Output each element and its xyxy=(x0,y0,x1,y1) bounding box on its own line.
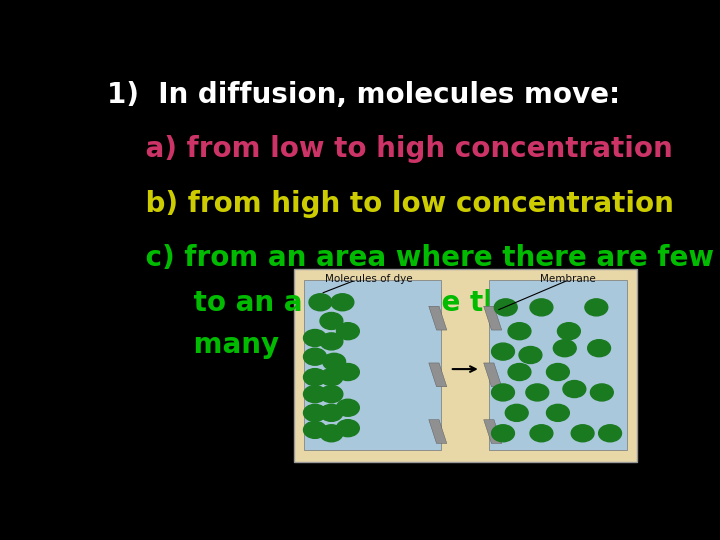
Circle shape xyxy=(492,343,514,360)
Circle shape xyxy=(320,386,343,403)
Circle shape xyxy=(546,404,570,421)
Text: to an area where there are: to an area where there are xyxy=(107,289,615,318)
Bar xyxy=(304,280,441,450)
Polygon shape xyxy=(484,363,502,387)
Circle shape xyxy=(323,353,346,370)
Circle shape xyxy=(336,323,359,340)
Circle shape xyxy=(546,363,570,381)
Polygon shape xyxy=(484,306,502,330)
Circle shape xyxy=(336,420,359,437)
Circle shape xyxy=(495,299,517,316)
Circle shape xyxy=(320,425,343,442)
Circle shape xyxy=(530,299,553,316)
Circle shape xyxy=(508,363,531,381)
Circle shape xyxy=(309,294,332,310)
Circle shape xyxy=(304,386,326,403)
Circle shape xyxy=(563,381,586,397)
Circle shape xyxy=(320,313,343,329)
Text: b) from high to low concentration: b) from high to low concentration xyxy=(107,190,674,218)
Circle shape xyxy=(492,425,514,442)
Circle shape xyxy=(554,340,576,357)
Circle shape xyxy=(590,384,613,401)
Circle shape xyxy=(304,369,326,386)
Text: 1)  In diffusion, molecules move:: 1) In diffusion, molecules move: xyxy=(107,82,620,110)
Bar xyxy=(294,268,636,462)
Circle shape xyxy=(304,348,326,365)
Text: a) from low to high concentration: a) from low to high concentration xyxy=(107,136,672,164)
Text: many: many xyxy=(107,331,279,359)
Circle shape xyxy=(588,340,611,357)
Circle shape xyxy=(304,404,326,421)
Circle shape xyxy=(320,369,343,386)
Circle shape xyxy=(304,421,326,438)
Circle shape xyxy=(320,404,343,421)
Bar xyxy=(490,280,626,450)
Text: Membrane: Membrane xyxy=(540,274,596,285)
Text: Molecules of dye: Molecules of dye xyxy=(325,274,413,285)
Circle shape xyxy=(530,425,553,442)
Circle shape xyxy=(526,384,549,401)
Circle shape xyxy=(336,399,359,416)
Polygon shape xyxy=(429,420,447,443)
Polygon shape xyxy=(484,420,502,443)
Circle shape xyxy=(492,384,514,401)
Circle shape xyxy=(331,294,354,310)
Circle shape xyxy=(557,323,580,340)
Circle shape xyxy=(519,347,542,363)
Circle shape xyxy=(585,299,608,316)
Circle shape xyxy=(508,323,531,340)
Circle shape xyxy=(320,333,343,350)
Polygon shape xyxy=(429,306,447,330)
Circle shape xyxy=(336,363,359,381)
Circle shape xyxy=(304,329,326,347)
Polygon shape xyxy=(429,363,447,387)
Circle shape xyxy=(505,404,528,421)
Circle shape xyxy=(571,425,594,442)
Circle shape xyxy=(598,425,621,442)
Text: c) from an area where there are few: c) from an area where there are few xyxy=(107,244,714,272)
